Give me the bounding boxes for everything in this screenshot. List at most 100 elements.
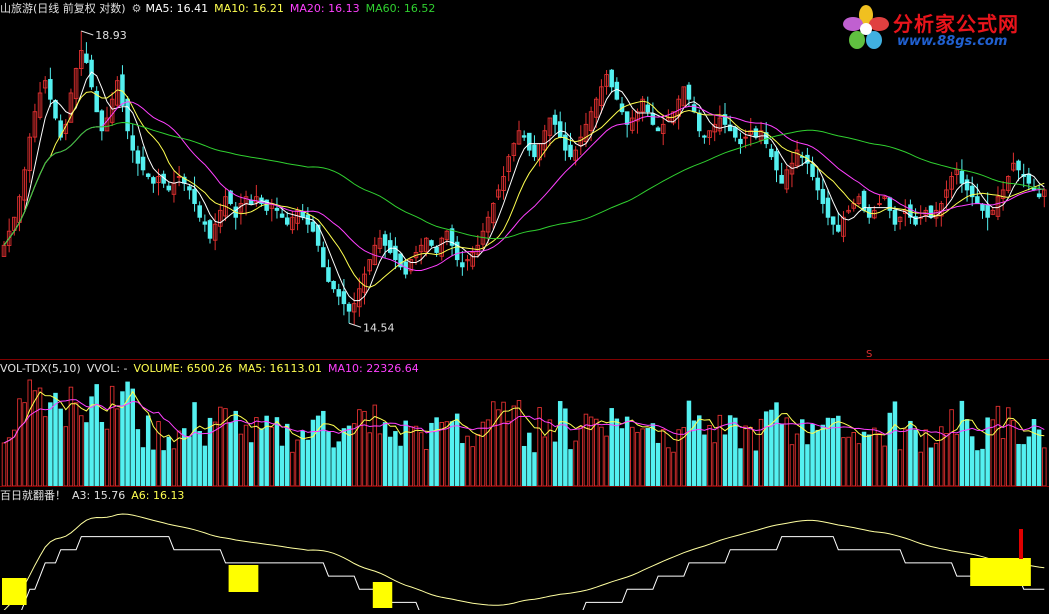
flower-icon [843, 5, 889, 49]
candle-body [279, 213, 285, 218]
candle-body [501, 176, 506, 191]
candle-body [310, 221, 316, 232]
volume-bar [743, 425, 748, 487]
candle-body [166, 185, 172, 191]
volume-bar [856, 443, 862, 487]
volume-bar [1000, 438, 1006, 487]
indicator-signal-box [372, 582, 393, 608]
volume-bar [990, 419, 996, 487]
candle-body [779, 174, 784, 184]
candle-body [516, 130, 522, 145]
volume-bar [676, 429, 681, 487]
volume-bar [449, 421, 455, 487]
candle-body [691, 104, 697, 113]
candle-body [274, 207, 280, 211]
candle-body [94, 90, 99, 113]
settings-icon[interactable]: ⚙ [131, 2, 142, 15]
volume-bar [424, 448, 429, 487]
volume-bar [84, 422, 89, 487]
volume-bar [367, 432, 372, 487]
candle-body [496, 189, 501, 198]
volume-bar [830, 418, 836, 487]
volume-indicator-name[interactable]: VOL-TDX(5,10) [0, 362, 81, 375]
volume-bar [336, 441, 342, 487]
candle-body [532, 144, 537, 158]
candle-body [655, 127, 661, 132]
volume-bar [516, 400, 522, 487]
volume-bar [975, 450, 980, 487]
candle-body [985, 204, 990, 218]
indicator-panel [2, 513, 1045, 614]
candle-body [398, 253, 403, 268]
candle-body [830, 216, 836, 225]
volume-bar [99, 421, 105, 487]
volume-bar [279, 445, 285, 487]
candle-body [53, 99, 58, 119]
candle-body [506, 156, 511, 173]
candle-body [599, 86, 604, 107]
stock-title[interactable]: 山旅游(日线 前复权 对数) [0, 2, 126, 15]
candle-body [825, 197, 831, 218]
candle-body [6, 230, 12, 246]
volume-bar [836, 415, 841, 487]
candle-body [1036, 193, 1042, 198]
volume-bar [763, 411, 769, 487]
volume-bar [166, 436, 172, 487]
volume-bar [362, 410, 367, 487]
volume-bar [959, 400, 965, 487]
candle-body [650, 113, 656, 125]
ma5-label: MA5: 16.41 [145, 2, 209, 15]
logo-url: www.88gs.com [897, 34, 1008, 49]
candle-body [527, 132, 532, 151]
volume-bar [89, 396, 94, 487]
candle-body [115, 80, 120, 106]
candle-body [393, 245, 398, 261]
ma10-line [3, 89, 1045, 288]
candle-body [666, 117, 671, 121]
volume-bar [923, 429, 929, 487]
volume-ma10-label: MA10: 22326.64 [327, 362, 419, 375]
volume-bar [563, 408, 568, 487]
candle-body [207, 220, 213, 239]
volume-bar [1036, 429, 1042, 487]
candle-body [542, 130, 548, 151]
candle-body [99, 110, 105, 132]
indicator-signal-box [228, 565, 259, 592]
volume-bar [650, 423, 656, 487]
volume-bar [820, 424, 826, 487]
ma60-line [3, 121, 1045, 246]
candle-body [511, 143, 517, 156]
volume-label: VOLUME: 6500.26 [133, 362, 233, 375]
candle-body [444, 230, 450, 241]
candle-body [228, 190, 233, 204]
volume-bar [887, 412, 893, 487]
candle-body [254, 196, 259, 203]
indicator-name[interactable]: 百日就翻番！ [0, 489, 66, 502]
candle-body [22, 169, 27, 201]
volume-ma10-line [3, 399, 1045, 444]
volume-bar [115, 408, 120, 487]
candle-body [439, 237, 445, 257]
a3-label: A3: 15.76 [72, 489, 126, 502]
volume-bar [779, 424, 784, 487]
volume-bar [532, 452, 537, 487]
volume-ma5-label: MA5: 16113.01 [238, 362, 322, 375]
volume-bar [614, 418, 620, 487]
volume-bar [130, 388, 135, 487]
candle-body [733, 127, 738, 138]
volume-bar [197, 431, 202, 487]
candle-body [702, 135, 707, 138]
candle-body [738, 138, 743, 145]
a6-label: A6: 16.13 [131, 489, 185, 502]
candle-body [305, 214, 311, 225]
volume-bar [17, 398, 22, 487]
volume-bar [794, 433, 800, 487]
volume-ma5-line [3, 390, 1045, 444]
volume-bar [702, 434, 707, 487]
volume-bar [542, 436, 548, 487]
volume-bar [594, 418, 599, 487]
volume-bar [501, 401, 506, 487]
candle-body [712, 123, 717, 133]
